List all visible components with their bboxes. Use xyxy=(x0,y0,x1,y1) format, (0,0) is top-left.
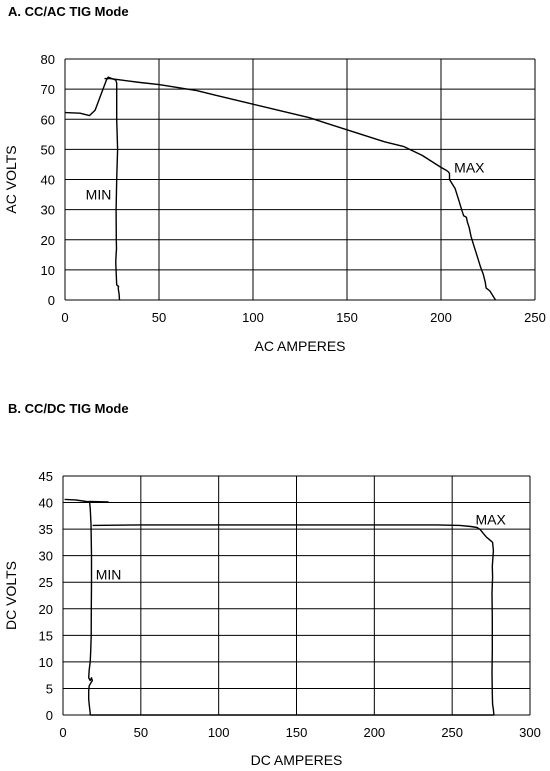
chart-panel-ac: A. CC/AC TIG Mode 0 10 20 30 40 50 60 70 80 0 50 10… xyxy=(0,0,550,385)
y-tick-label: 30 xyxy=(39,549,53,564)
y-tick-label: 20 xyxy=(41,233,55,248)
annotation-max-label: MAX xyxy=(454,159,485,175)
y-tick-label: 25 xyxy=(39,575,53,590)
y-tick-label: 5 xyxy=(46,681,53,696)
y-tick-label: 80 xyxy=(41,52,55,67)
y-tick-label: 15 xyxy=(39,628,53,643)
series-line-dc-0 xyxy=(64,498,495,716)
series-line-ac-1 xyxy=(104,77,497,301)
x-tick-label: 250 xyxy=(441,725,463,740)
chart-dc-svg: 0 5 10 15 20 25 30 35 40 45 0 50 100 150 200 250 300 DC A… xyxy=(3,469,541,768)
x-tick-label: 50 xyxy=(152,310,166,325)
x-tick-label: 200 xyxy=(430,310,452,325)
x-axis-label: DC AMPERES xyxy=(251,752,343,768)
x-tick-label: 250 xyxy=(524,310,546,325)
chart-title-ac: A. CC/AC TIG Mode xyxy=(8,4,129,19)
x-tick-label: 0 xyxy=(59,725,66,740)
x-tick-label: 100 xyxy=(242,310,264,325)
y-tick-label: 40 xyxy=(41,173,55,188)
x-tick-label: 0 xyxy=(61,310,68,325)
y-tick-label: 40 xyxy=(39,496,53,511)
x-tick-label: 100 xyxy=(208,725,230,740)
chart-title-dc: B. CC/DC TIG Mode xyxy=(8,401,129,416)
x-tick-label: 300 xyxy=(519,725,541,740)
y-tick-label: 35 xyxy=(39,522,53,537)
y-tick-label: 50 xyxy=(41,142,55,157)
y-tick-label: 10 xyxy=(41,263,55,278)
y-axis-label: DC VOLTS xyxy=(3,561,19,630)
y-tick-label: 30 xyxy=(41,203,55,218)
y-tick-label: 0 xyxy=(46,708,53,723)
y-tick-label: 60 xyxy=(41,112,55,127)
x-axis-label: AC AMPERES xyxy=(254,338,345,354)
x-tick-label: 150 xyxy=(286,725,308,740)
chart-panel-dc: B. CC/DC TIG Mode 0 5 10 15 20 25 30 35 40 45 0 50 1… xyxy=(0,385,550,771)
y-tick-label: 20 xyxy=(39,602,53,617)
x-tick-label: 50 xyxy=(134,725,148,740)
chart-ac-svg: 0 10 20 30 40 50 60 70 80 0 50 100 150 200 250 AC AMPER… xyxy=(3,52,546,354)
series-line-ac-0 xyxy=(64,76,121,301)
y-tick-label: 0 xyxy=(48,293,55,308)
series-line-dc-1 xyxy=(92,524,495,716)
y-tick-label: 70 xyxy=(41,82,55,97)
annotation-min-label: MIN xyxy=(96,566,122,582)
y-tick-label: 45 xyxy=(39,469,53,484)
y-axis-label: AC VOLTS xyxy=(3,145,19,213)
annotation-min-label: MIN xyxy=(86,187,112,203)
x-tick-label: 200 xyxy=(363,725,385,740)
annotation-max-label: MAX xyxy=(476,512,507,528)
x-tick-label: 150 xyxy=(336,310,358,325)
y-tick-label: 10 xyxy=(39,655,53,670)
